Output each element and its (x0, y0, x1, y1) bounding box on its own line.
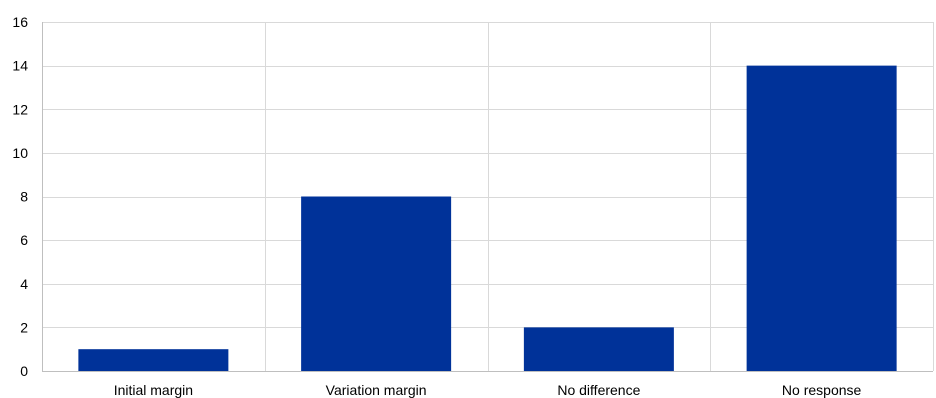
y-tick-label: 12 (12, 101, 28, 117)
grid-lines (42, 22, 934, 371)
y-tick-label: 4 (20, 276, 28, 292)
x-category-label: Variation margin (326, 382, 427, 398)
y-tick-label: 0 (20, 363, 28, 379)
x-category-label: No difference (557, 382, 640, 398)
x-category-label: No response (782, 382, 862, 398)
x-axis-category-labels: Initial margin Variation margin No differe… (114, 382, 862, 398)
y-axis-tick-labels: 0 2 4 6 8 10 12 14 16 (12, 14, 28, 379)
y-tick-label: 2 (20, 319, 28, 335)
bar (746, 65, 897, 371)
bar (523, 327, 674, 371)
y-tick-label: 14 (12, 58, 28, 74)
bar (78, 349, 229, 371)
y-tick-label: 6 (20, 232, 28, 248)
y-tick-label: 16 (12, 14, 28, 30)
y-tick-label: 8 (20, 189, 28, 205)
y-tick-label: 10 (12, 145, 28, 161)
bar (301, 196, 452, 371)
bars (78, 65, 897, 371)
x-category-label: Initial margin (114, 382, 193, 398)
axis-lines (42, 22, 933, 372)
